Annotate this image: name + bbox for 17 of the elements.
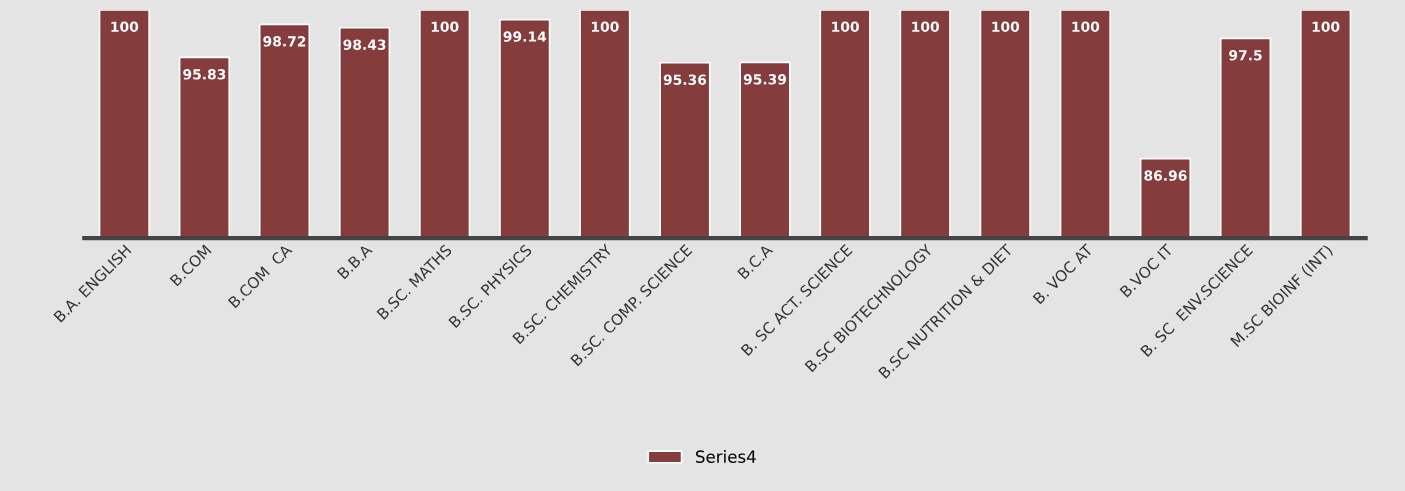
data-label: 100 <box>1072 21 1100 32</box>
data-label: 98.43 <box>343 39 386 50</box>
data-label: 95.39 <box>743 74 787 85</box>
data-label: 98.72 <box>263 36 306 47</box>
data-label: 86.96 <box>1144 170 1187 181</box>
data-label: 100 <box>912 21 940 32</box>
data-label: 100 <box>591 21 619 32</box>
data-label: 100 <box>1312 21 1340 32</box>
data-label: 99.14 <box>503 31 547 42</box>
legend-label: Series4 <box>696 450 756 463</box>
data-label: 100 <box>992 21 1020 32</box>
data-label: 100 <box>431 21 459 32</box>
data-label: 95.83 <box>183 69 226 80</box>
data-label: 97.5 <box>1229 50 1262 61</box>
data-label: 100 <box>111 21 139 32</box>
data-label: 100 <box>832 21 859 32</box>
data-label: 95.36 <box>663 74 707 85</box>
